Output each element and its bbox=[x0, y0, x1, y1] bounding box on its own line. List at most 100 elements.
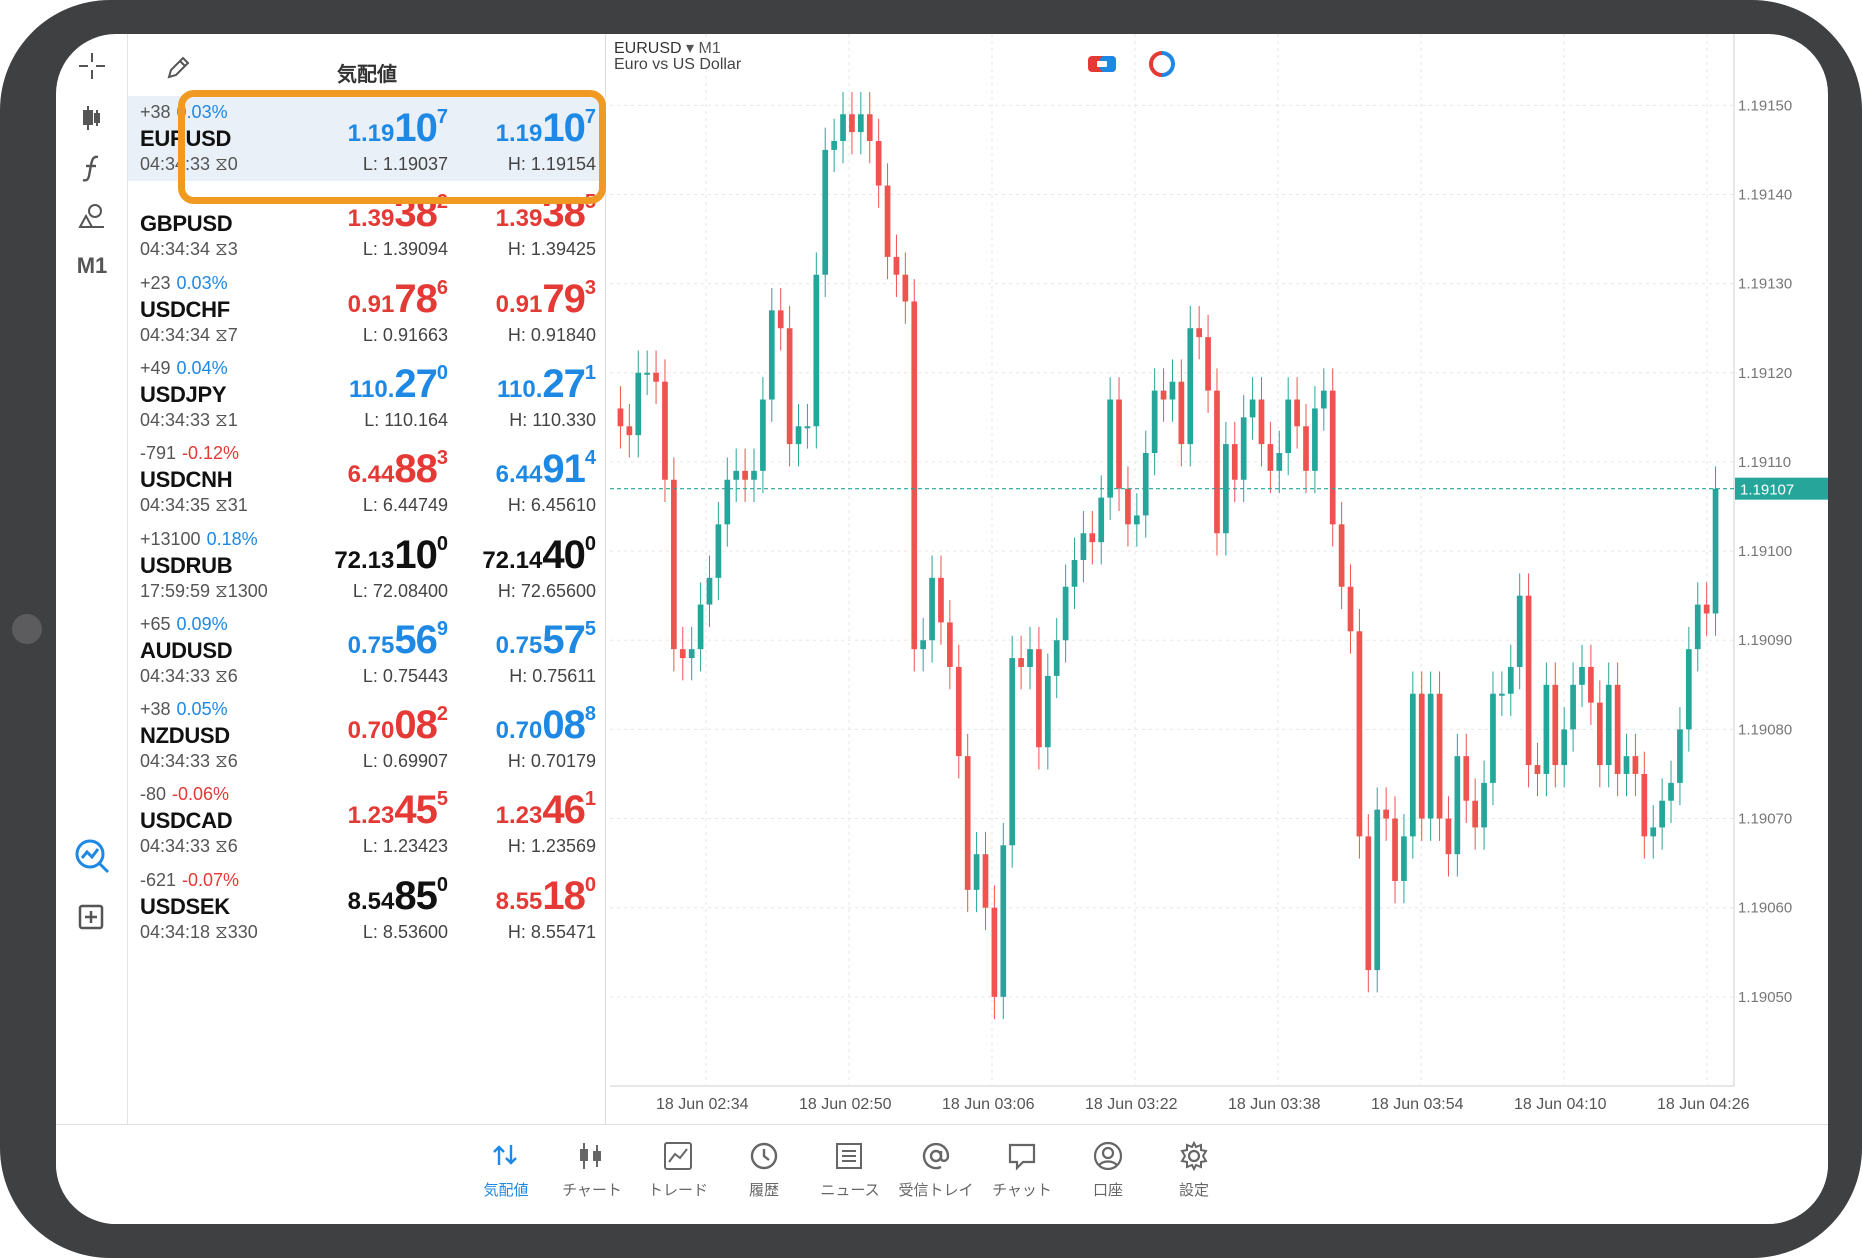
quote-ask-price[interactable]: 110.271 bbox=[446, 362, 596, 407]
edit-icon[interactable] bbox=[164, 54, 192, 82]
quote-bid-price[interactable]: 72.13100 bbox=[298, 533, 448, 578]
price-prefix: 1.19 bbox=[495, 120, 543, 147]
quote-row-usdchf[interactable]: +23 0.03% USDCHF 04:34:34 ⧖7 0.91786 0.91793 L… bbox=[128, 267, 606, 352]
tab-quotes[interactable]: 気配値 bbox=[461, 1139, 551, 1200]
chart-symbol-title[interactable]: EURUSD ▾ M1 bbox=[614, 38, 721, 58]
tab-label: 履歴 bbox=[748, 1182, 779, 1199]
change-percent: 0.09% bbox=[176, 613, 228, 634]
quote-row-usdcad[interactable]: -80 -0.06% USDCAD 04:34:33 ⧖6 1.23455 1.23461… bbox=[128, 778, 606, 863]
candle-body bbox=[1401, 836, 1407, 881]
spread-icon: ⧖ bbox=[210, 495, 228, 516]
quote-change: +49 0.04% bbox=[140, 358, 228, 379]
quote-ask-price[interactable]: 6.44914 bbox=[446, 447, 596, 492]
tab-history[interactable]: 履歴 bbox=[719, 1139, 809, 1200]
candle-body bbox=[1338, 524, 1345, 587]
change-points: -791 bbox=[140, 443, 177, 464]
add-symbol-icon[interactable] bbox=[70, 896, 114, 940]
quote-bid-price[interactable]: 6.44883 bbox=[298, 447, 448, 492]
quote-high: H: 8.55471 bbox=[507, 921, 596, 942]
quote-bid-price[interactable]: 1.39382 bbox=[298, 191, 448, 236]
quote-time-spread: 17:59:59 ⧖1300 bbox=[140, 581, 268, 602]
quote-time: 04:34:33 bbox=[140, 751, 211, 772]
crosshair-icon[interactable] bbox=[70, 44, 114, 88]
candle-body bbox=[1347, 586, 1354, 632]
quote-time-spread: 04:34:33 ⧖6 bbox=[140, 666, 238, 687]
quote-high: H: 1.19154 bbox=[507, 154, 596, 174]
change-percent: 0.03% bbox=[176, 102, 228, 122]
tab-label: 受信トレイ bbox=[898, 1182, 974, 1199]
trade-level-icon[interactable] bbox=[1146, 50, 1178, 78]
quote-row-usdsek[interactable]: -621 -0.07% USDSEK 04:34:18 ⧖330 8.54850 8.55… bbox=[128, 864, 606, 949]
timeframe-button[interactable]: M1 bbox=[70, 244, 114, 288]
quote-ask-price[interactable]: 0.91793 bbox=[446, 277, 596, 322]
chart-canvas[interactable]: 1.19150 1.19140 1.19130 1.19120 1.19110 1.191… bbox=[606, 34, 1828, 1124]
quote-time-spread: 04:34:18 ⧖330 bbox=[140, 922, 258, 943]
x-tick-label: 18 Jun 02:50 bbox=[799, 1096, 892, 1113]
quote-symbol: USDRUB bbox=[140, 552, 233, 578]
tab-chat[interactable]: チャット bbox=[977, 1139, 1067, 1200]
price-big-figure: 45 bbox=[394, 788, 437, 833]
candle-body bbox=[1053, 640, 1060, 676]
candle-body bbox=[1588, 666, 1594, 703]
price-big-figure: 10 bbox=[542, 106, 585, 150]
one-click-trading-icon[interactable] bbox=[1086, 50, 1118, 78]
quote-bid-price[interactable]: 0.91786 bbox=[298, 277, 448, 322]
candle-body bbox=[964, 756, 971, 890]
y-tick-label: 1.19100 bbox=[1738, 543, 1792, 560]
tab-account[interactable]: 口座 bbox=[1063, 1139, 1153, 1200]
quote-row-nzdusd[interactable]: +38 0.05% NZDUSD 04:34:33 ⧖6 0.70082 0.70088 L… bbox=[128, 693, 606, 778]
quote-ask-price[interactable]: 0.75575 bbox=[446, 618, 596, 663]
change-points: +38 bbox=[140, 102, 171, 122]
tab-settings[interactable]: 設定 bbox=[1149, 1139, 1239, 1200]
candle-body bbox=[671, 479, 677, 650]
quote-bid-price[interactable]: 110.270 bbox=[298, 362, 448, 407]
quote-ask-price[interactable]: 72.14400 bbox=[446, 533, 596, 578]
quote-ask-price[interactable]: 0.70088 bbox=[446, 703, 596, 748]
function-icon[interactable] bbox=[70, 146, 114, 190]
quote-ask-price[interactable]: 1.19107 bbox=[446, 106, 596, 151]
candle-body bbox=[1240, 417, 1247, 480]
quote-bid-price[interactable]: 0.70082 bbox=[298, 703, 448, 748]
quote-ask-price[interactable]: 1.39385 bbox=[446, 191, 596, 236]
candle-body bbox=[1712, 488, 1719, 614]
quote-ask-price[interactable]: 8.55180 bbox=[446, 874, 596, 919]
quote-row-eurusd[interactable]: +38 0.03% EURUSD 04:34:33 ⧖0 1.19107 1.19107 L… bbox=[128, 96, 606, 181]
candle-body bbox=[1677, 729, 1683, 783]
candle-body bbox=[1650, 827, 1657, 837]
analytics-icon[interactable] bbox=[70, 834, 114, 878]
price-point: 5 bbox=[584, 617, 596, 640]
trade-icon bbox=[664, 1142, 692, 1170]
quote-row-gbpusd[interactable]: GBPUSD 04:34:34 ⧖3 1.39382 1.39385 L: 1.3909… bbox=[128, 181, 606, 266]
quote-symbol: USDJPY bbox=[140, 381, 227, 407]
quote-spread: 0 bbox=[227, 154, 238, 174]
tab-mailbox[interactable]: 受信トレイ bbox=[891, 1139, 981, 1200]
price-point: 7 bbox=[584, 106, 596, 128]
quote-row-audusd[interactable]: +65 0.09% AUDUSD 04:34:33 ⧖6 0.75569 0.75575 L… bbox=[128, 608, 606, 693]
candle-body bbox=[1427, 693, 1434, 819]
candle-body bbox=[1570, 684, 1576, 730]
price-chart[interactable]: EURUSD ▾ M1 Euro vs US Dollar 1.19150 1.1… bbox=[606, 34, 1828, 1124]
quote-bid-price[interactable]: 1.23455 bbox=[298, 788, 448, 833]
candle-body bbox=[795, 426, 802, 445]
tab-news[interactable]: ニュース bbox=[805, 1139, 895, 1200]
quote-row-usdcnh[interactable]: -791 -0.12% USDCNH 04:34:35 ⧖31 6.44883 6.449… bbox=[128, 437, 606, 522]
quote-ask-price[interactable]: 1.23461 bbox=[446, 788, 596, 833]
change-percent: 0.04% bbox=[176, 357, 228, 378]
price-big-figure: 18 bbox=[542, 873, 585, 918]
quote-bid-price[interactable]: 8.54850 bbox=[298, 874, 448, 919]
quote-row-usdrub[interactable]: +13100 0.18% USDRUB 17:59:59 ⧖1300 72.13100 7… bbox=[128, 523, 606, 608]
quote-symbol: USDCNH bbox=[140, 467, 233, 493]
price-big-figure: 88 bbox=[394, 447, 437, 492]
candlestick-icon[interactable] bbox=[70, 96, 114, 140]
quote-bid-price[interactable]: 0.75569 bbox=[298, 618, 448, 663]
candle-body bbox=[947, 622, 953, 667]
objects-icon[interactable] bbox=[70, 194, 114, 238]
quote-row-usdjpy[interactable]: +49 0.04% USDJPY 04:34:33 ⧖1 110.270 110.271 L… bbox=[128, 352, 606, 437]
current-price-tag bbox=[1735, 477, 1828, 500]
tab-trade[interactable]: トレード bbox=[633, 1139, 723, 1200]
quote-bid-price[interactable]: 1.19107 bbox=[298, 106, 448, 151]
candle-body bbox=[697, 604, 704, 650]
candle-body bbox=[1089, 533, 1096, 543]
tab-chart[interactable]: チャート bbox=[547, 1139, 637, 1200]
quote-low: L: 8.53600 bbox=[362, 921, 448, 942]
